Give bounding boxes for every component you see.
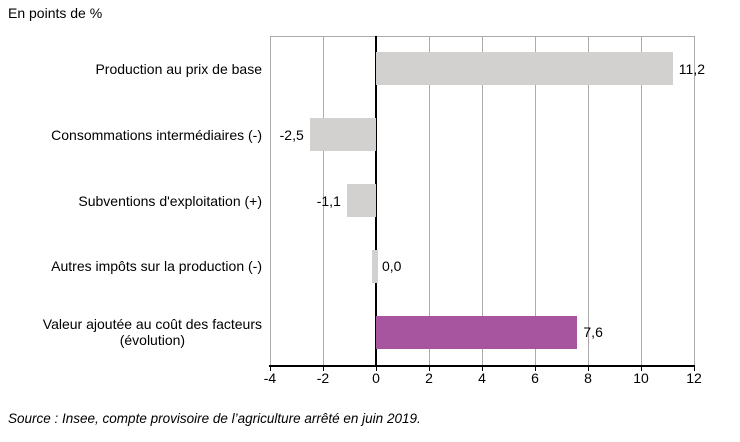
x-axis-tick-label: 4: [478, 370, 486, 386]
bar-value-label: 11,2: [678, 60, 706, 77]
bar-value-label: 7,6: [583, 324, 603, 341]
x-axis-tick: [269, 365, 271, 371]
bar-value-label: -1,1: [316, 192, 341, 209]
axis-unit-label: En points de %: [8, 5, 103, 21]
plot-area: 11,2 -2,5 -1,1 0,0 7,6 -4 -2 0 2 4 6 8 10 12: [264, 36, 705, 386]
x-axis-tick-label: 2: [425, 370, 433, 386]
x-axis-tick-label: 6: [531, 370, 539, 386]
x-axis-tick: [375, 365, 377, 371]
bar-value-label: -2,5: [279, 126, 304, 143]
gridline: [534, 36, 536, 365]
x-axis-tick: [587, 365, 589, 371]
x-axis-tick: [640, 365, 642, 371]
x-axis-tick-label: -2: [316, 370, 330, 386]
category-label: Valeur ajoutée au coût des facteurs (évo…: [42, 316, 262, 349]
source-note: Source : Insee, compte provisoire de l’a…: [8, 411, 421, 426]
gridline: [693, 36, 695, 365]
x-axis-tick: [481, 365, 483, 371]
bar: [309, 118, 376, 152]
category-label: Production au prix de base: [95, 60, 262, 77]
gridline: [640, 36, 642, 365]
x-axis-tick: [534, 365, 536, 371]
category-label: Subventions d'exploitation (+): [78, 192, 262, 209]
gridline: [269, 36, 271, 365]
x-axis-tick: [428, 365, 430, 371]
bar: [346, 184, 376, 217]
gridline: [587, 36, 589, 365]
bar: [376, 52, 673, 86]
gridline: [481, 36, 483, 365]
gridline: [428, 36, 430, 365]
x-axis-tick-label: 12: [686, 370, 702, 386]
bar: [376, 315, 578, 349]
x-axis-tick-label: 8: [584, 370, 592, 386]
category-label: Consommations intermédiaires (-): [51, 126, 262, 143]
bar: [372, 249, 378, 283]
category-label: Autres impôts sur la production (-): [51, 258, 262, 275]
bar-value-label: 0,0: [382, 258, 402, 275]
x-axis-tick: [322, 365, 324, 371]
x-axis-tick: [693, 365, 695, 371]
x-axis-tick-label: -4: [263, 370, 277, 386]
x-axis-tick-label: 10: [633, 370, 649, 386]
gridline: [322, 36, 324, 365]
zero-axis-line: [375, 36, 377, 365]
x-axis-tick-label: 0: [372, 370, 380, 386]
